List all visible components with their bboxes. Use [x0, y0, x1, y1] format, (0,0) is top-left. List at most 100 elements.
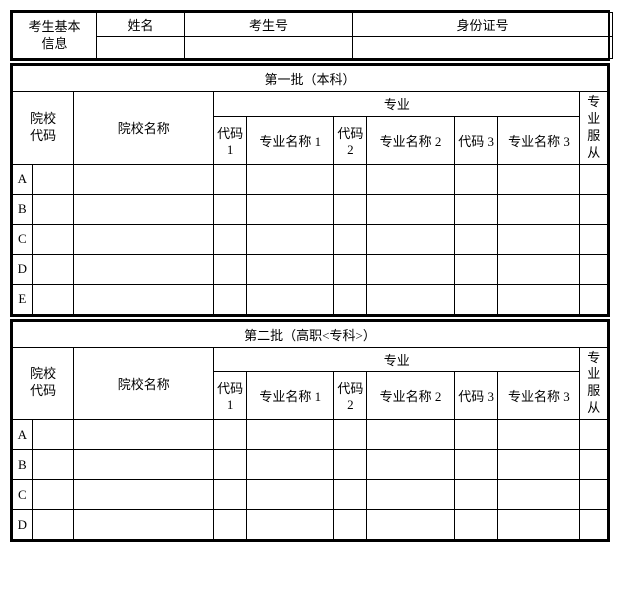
cell-name1[interactable] — [246, 420, 333, 450]
cell-code2[interactable] — [334, 510, 367, 540]
student-info-table: 考生基本信息 姓名 考生号 身份证号 — [12, 12, 613, 59]
cell-inst-code[interactable] — [32, 254, 74, 284]
row-letter: A — [13, 164, 33, 194]
cell-inst-code[interactable] — [32, 450, 74, 480]
cell-obey[interactable] — [580, 194, 608, 224]
cell-name3[interactable] — [498, 194, 580, 224]
cell-name3[interactable] — [498, 450, 580, 480]
cell-inst-name[interactable] — [74, 510, 214, 540]
cell-name1[interactable] — [246, 450, 333, 480]
cell-name3[interactable] — [498, 254, 580, 284]
cell-inst-code[interactable] — [32, 164, 74, 194]
table-row: D — [13, 510, 608, 540]
table-row: C — [13, 480, 608, 510]
cell-name2[interactable] — [367, 194, 454, 224]
cell-obey[interactable] — [580, 224, 608, 254]
cell-code1[interactable] — [214, 480, 247, 510]
cell-inst-name[interactable] — [74, 284, 214, 314]
cell-name2[interactable] — [367, 254, 454, 284]
examinee-no-value[interactable] — [185, 37, 353, 59]
cell-code1[interactable] — [214, 284, 247, 314]
cell-code3[interactable] — [454, 420, 498, 450]
cell-name1[interactable] — [246, 254, 333, 284]
name-value[interactable] — [97, 37, 185, 59]
cell-code2[interactable] — [334, 194, 367, 224]
cell-obey[interactable] — [580, 420, 608, 450]
cell-name3[interactable] — [498, 164, 580, 194]
batch-table: 第二批（高职<专科>）院校代码院校名称专业专业服从代码1专业名称 1代码2专业名… — [12, 321, 608, 541]
cell-code2[interactable] — [334, 480, 367, 510]
cell-code3[interactable] — [454, 254, 498, 284]
cell-code2[interactable] — [334, 164, 367, 194]
cell-code1[interactable] — [214, 194, 247, 224]
cell-inst-name[interactable] — [74, 194, 214, 224]
cell-code3[interactable] — [454, 480, 498, 510]
cell-inst-name[interactable] — [74, 450, 214, 480]
row-letter: A — [13, 420, 33, 450]
cell-inst-code[interactable] — [32, 194, 74, 224]
cell-name1[interactable] — [246, 164, 333, 194]
cell-code1[interactable] — [214, 254, 247, 284]
cell-obey[interactable] — [580, 510, 608, 540]
cell-name2[interactable] — [367, 284, 454, 314]
cell-code1[interactable] — [214, 224, 247, 254]
cell-code3[interactable] — [454, 194, 498, 224]
cell-inst-code[interactable] — [32, 510, 74, 540]
cell-code3[interactable] — [454, 284, 498, 314]
cell-code3[interactable] — [454, 450, 498, 480]
cell-name2[interactable] — [367, 164, 454, 194]
cell-inst-name[interactable] — [74, 480, 214, 510]
cell-code2[interactable] — [334, 420, 367, 450]
cell-inst-name[interactable] — [74, 224, 214, 254]
cell-inst-name[interactable] — [74, 420, 214, 450]
form-wrapper: 考生基本信息 姓名 考生号 身份证号 第一批（本科）院校代码院校名称专业专业服从… — [10, 10, 610, 542]
cell-code3[interactable] — [454, 224, 498, 254]
cell-inst-code[interactable] — [32, 480, 74, 510]
name-label: 姓名 — [97, 13, 185, 37]
cell-inst-code[interactable] — [32, 420, 74, 450]
cell-code1[interactable] — [214, 420, 247, 450]
cell-code1[interactable] — [214, 510, 247, 540]
cell-name3[interactable] — [498, 480, 580, 510]
cell-inst-name[interactable] — [74, 254, 214, 284]
cell-name3[interactable] — [498, 284, 580, 314]
cell-name2[interactable] — [367, 450, 454, 480]
cell-name1[interactable] — [246, 194, 333, 224]
col-code2: 代码2 — [334, 116, 367, 164]
id-no-label: 身份证号 — [353, 13, 613, 37]
cell-name3[interactable] — [498, 510, 580, 540]
cell-code2[interactable] — [334, 254, 367, 284]
cell-name1[interactable] — [246, 284, 333, 314]
cell-code1[interactable] — [214, 450, 247, 480]
cell-code2[interactable] — [334, 224, 367, 254]
cell-obey[interactable] — [580, 480, 608, 510]
cell-name2[interactable] — [367, 224, 454, 254]
cell-obey[interactable] — [580, 164, 608, 194]
cell-obey[interactable] — [580, 254, 608, 284]
row-letter: B — [13, 450, 33, 480]
cell-inst-code[interactable] — [32, 284, 74, 314]
student-info-block: 考生基本信息 姓名 考生号 身份证号 — [10, 10, 610, 61]
cell-name2[interactable] — [367, 480, 454, 510]
cell-code2[interactable] — [334, 450, 367, 480]
cell-name1[interactable] — [246, 510, 333, 540]
cell-code3[interactable] — [454, 164, 498, 194]
cell-inst-name[interactable] — [74, 164, 214, 194]
cell-code2[interactable] — [334, 284, 367, 314]
cell-name2[interactable] — [367, 420, 454, 450]
cell-name3[interactable] — [498, 420, 580, 450]
table-row: B — [13, 194, 608, 224]
cell-obey[interactable] — [580, 284, 608, 314]
id-no-value[interactable] — [353, 37, 613, 59]
cell-name3[interactable] — [498, 224, 580, 254]
cell-code3[interactable] — [454, 510, 498, 540]
cell-inst-code[interactable] — [32, 224, 74, 254]
batch-title: 第一批（本科） — [13, 66, 608, 92]
cell-obey[interactable] — [580, 450, 608, 480]
cell-code1[interactable] — [214, 164, 247, 194]
col-inst-name: 院校名称 — [74, 92, 214, 165]
batch-block-0: 第一批（本科）院校代码院校名称专业专业服从代码1专业名称 1代码2专业名称 2代… — [10, 63, 610, 317]
cell-name1[interactable] — [246, 224, 333, 254]
cell-name1[interactable] — [246, 480, 333, 510]
cell-name2[interactable] — [367, 510, 454, 540]
